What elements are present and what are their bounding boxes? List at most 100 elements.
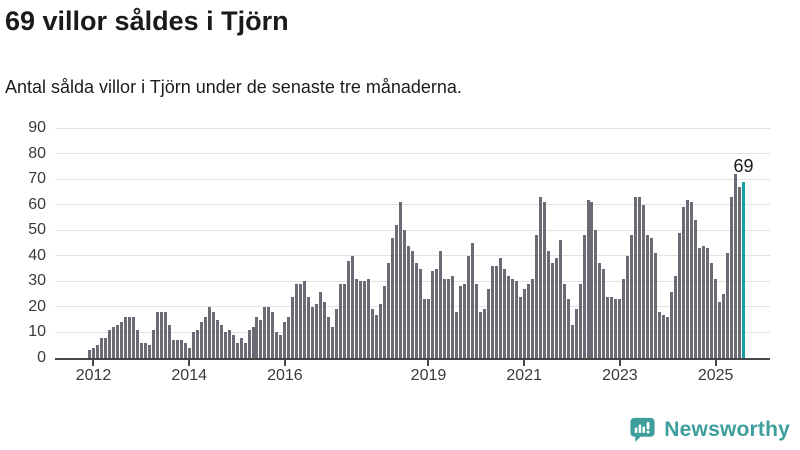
bar xyxy=(159,312,163,358)
bar xyxy=(367,278,371,358)
bar xyxy=(183,342,187,358)
bar xyxy=(706,248,710,358)
bar xyxy=(622,278,626,358)
bar xyxy=(88,350,91,358)
x-axis-label: 2012 xyxy=(75,367,112,384)
bar xyxy=(143,342,147,358)
bar xyxy=(235,342,239,358)
bar xyxy=(482,309,486,358)
bar xyxy=(227,329,231,358)
bar xyxy=(586,199,590,358)
bar xyxy=(642,204,646,358)
bar xyxy=(247,329,251,358)
bar xyxy=(347,260,351,358)
bar xyxy=(387,263,391,358)
bar xyxy=(674,276,678,358)
bar xyxy=(646,235,650,358)
bar xyxy=(690,202,694,358)
bar xyxy=(363,281,367,358)
bar xyxy=(530,278,534,358)
bar xyxy=(339,283,343,358)
bar xyxy=(658,312,662,358)
bar xyxy=(299,283,303,358)
bar xyxy=(163,312,167,358)
bar xyxy=(191,332,195,358)
bar xyxy=(522,289,526,358)
bar xyxy=(546,250,550,358)
bar xyxy=(446,278,450,358)
x-axis-label: 2021 xyxy=(506,367,542,384)
bar xyxy=(319,291,323,358)
bar xyxy=(199,322,203,358)
bar xyxy=(203,317,207,358)
page-title: 69 villor såldes i Tjörn xyxy=(5,6,289,36)
bar xyxy=(602,268,606,358)
bar xyxy=(211,312,215,358)
bar xyxy=(315,304,319,358)
bar xyxy=(566,299,570,358)
gridline xyxy=(55,127,770,129)
bar xyxy=(407,245,411,358)
y-axis-label: 70 xyxy=(28,170,46,188)
bar xyxy=(702,245,706,358)
bar xyxy=(598,263,602,358)
bar xyxy=(239,337,243,358)
bar xyxy=(99,337,103,358)
bar xyxy=(578,283,582,358)
bar xyxy=(694,220,698,358)
bar xyxy=(395,225,399,358)
bar xyxy=(714,278,718,358)
y-axis-label: 90 xyxy=(28,119,46,136)
bar xyxy=(422,299,426,358)
bar xyxy=(139,342,143,358)
bar xyxy=(123,317,127,358)
bar xyxy=(610,296,614,358)
bar xyxy=(606,296,610,358)
bar xyxy=(207,306,211,358)
bar xyxy=(478,312,482,358)
y-axis-label: 40 xyxy=(28,246,46,264)
bar xyxy=(271,312,275,358)
bar xyxy=(594,230,598,358)
y-axis-label: 50 xyxy=(28,221,46,239)
bar xyxy=(450,276,454,358)
bar xyxy=(359,281,363,358)
bar xyxy=(267,306,271,358)
bar xyxy=(574,309,578,358)
bar xyxy=(327,317,331,358)
bar xyxy=(215,319,219,358)
bar xyxy=(223,332,227,358)
bar xyxy=(686,199,690,358)
bar xyxy=(678,232,682,358)
bar xyxy=(119,322,123,358)
bar xyxy=(442,278,446,358)
bar xyxy=(151,329,155,358)
bar xyxy=(195,329,199,358)
bar xyxy=(438,250,442,358)
bar xyxy=(91,347,95,358)
bar xyxy=(355,278,359,358)
bar xyxy=(470,243,474,358)
bar xyxy=(738,186,742,358)
bar xyxy=(379,304,383,358)
bar xyxy=(351,255,355,358)
bar xyxy=(718,301,722,358)
bar xyxy=(167,324,171,358)
bar xyxy=(550,263,554,358)
bar xyxy=(638,197,642,358)
bar xyxy=(115,324,119,358)
gridline xyxy=(55,204,770,206)
bar xyxy=(726,253,730,358)
bar xyxy=(275,332,279,358)
bar xyxy=(590,202,594,358)
bar xyxy=(570,324,574,358)
chart-subtitle: Antal sålda villor i Tjörn under de sena… xyxy=(5,77,462,97)
bar xyxy=(426,299,430,358)
bar xyxy=(335,309,339,358)
x-axis-label: 2019 xyxy=(410,367,447,384)
bar xyxy=(502,268,506,358)
newsworthy-logo: Newsworthy xyxy=(629,416,790,443)
bar xyxy=(415,263,419,358)
bar xyxy=(582,235,586,358)
